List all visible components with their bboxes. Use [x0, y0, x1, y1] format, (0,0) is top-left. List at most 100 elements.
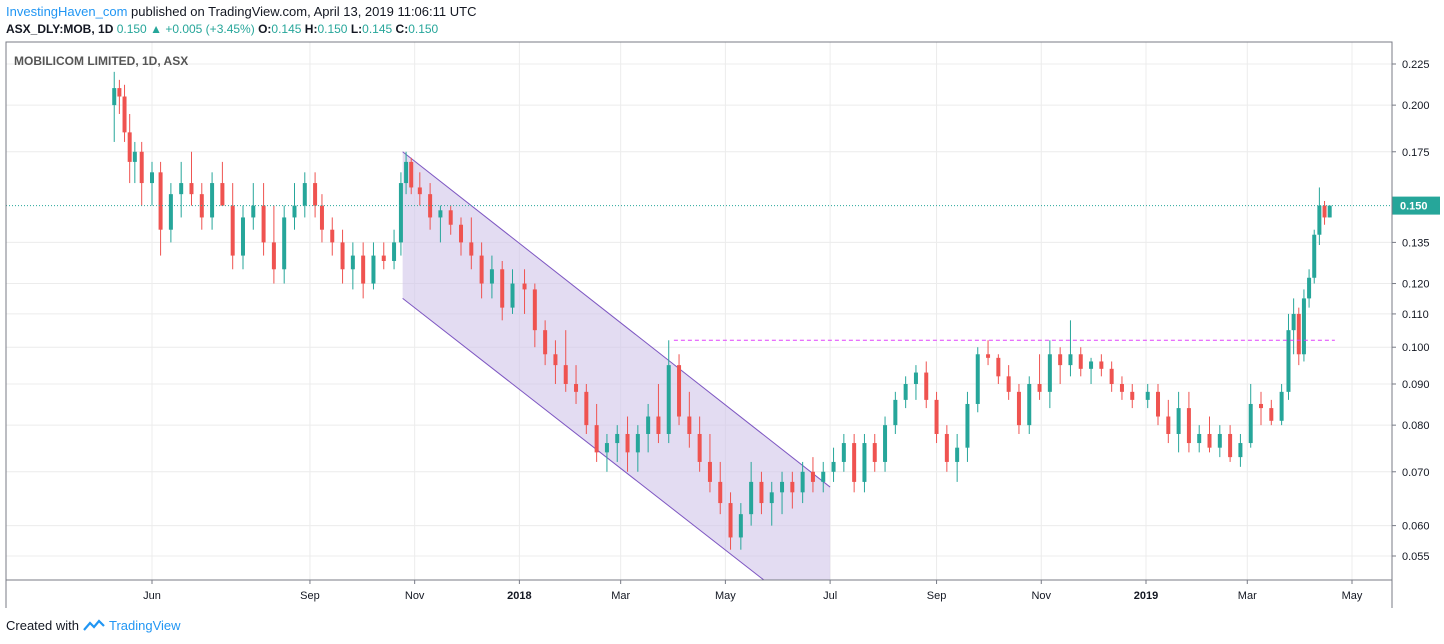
candle: [574, 365, 579, 404]
candle: [1317, 187, 1322, 245]
candle-body: [594, 425, 599, 453]
candle: [199, 183, 204, 230]
candle: [635, 425, 640, 472]
candle-body: [656, 416, 661, 434]
candle-body: [230, 205, 235, 256]
candle: [409, 157, 414, 195]
candle-body: [1089, 361, 1094, 369]
candle-body: [117, 88, 122, 97]
candle: [1301, 289, 1306, 362]
candle-body: [1037, 384, 1042, 392]
candle: [210, 172, 215, 230]
candle: [841, 433, 846, 472]
candle: [759, 471, 764, 515]
candle-body: [417, 187, 422, 195]
candle-body: [438, 210, 443, 218]
candle: [1217, 425, 1222, 458]
candle-body: [944, 433, 949, 462]
y-tick-label: 0.060: [1402, 521, 1430, 533]
x-tick-label: Jul: [823, 590, 837, 602]
candle: [150, 161, 154, 206]
candle-body: [769, 492, 774, 504]
candle-body: [924, 372, 929, 400]
candle-body: [1166, 416, 1171, 434]
candle-body: [1109, 368, 1114, 385]
candle: [913, 365, 918, 400]
candle: [965, 391, 970, 462]
candle: [790, 471, 795, 509]
candle-body: [872, 443, 877, 462]
candle: [677, 354, 682, 426]
candle-body: [1217, 433, 1222, 448]
candle-body: [749, 481, 754, 515]
candle-body: [350, 255, 355, 270]
candle-body: [261, 205, 266, 243]
candle: [522, 269, 527, 314]
close-value: 0.150: [408, 22, 439, 36]
candle-body: [625, 433, 630, 453]
candle-body: [1099, 361, 1104, 369]
chart-title: MOBILICOM LIMITED, 1D, ASX: [14, 54, 188, 68]
candle-body: [1279, 391, 1284, 421]
candle-body: [718, 481, 723, 504]
x-tick-label: 2018: [507, 590, 531, 602]
candle: [438, 205, 443, 243]
candle-body: [158, 172, 163, 230]
candle: [1269, 399, 1274, 426]
footer: Created with TradingView: [6, 618, 181, 633]
candle: [319, 194, 324, 243]
candle: [240, 205, 245, 270]
candle-body: [666, 365, 671, 434]
y-tick-label: 0.100: [1402, 342, 1430, 354]
candle-body: [841, 443, 846, 462]
candle-body: [1145, 391, 1150, 400]
candle-body: [913, 372, 918, 385]
candle-body: [574, 384, 579, 392]
candle: [428, 183, 433, 230]
publish-info: InvestingHaven_com published on TradingV…: [6, 4, 476, 19]
candle: [371, 242, 376, 290]
low-label: L:: [350, 22, 363, 36]
candle-body: [404, 161, 409, 184]
tradingview-logo-icon: [83, 618, 105, 631]
candle-body: [168, 194, 173, 230]
author-link[interactable]: InvestingHaven_com: [6, 4, 128, 19]
candle: [1322, 200, 1327, 225]
candle-body: [510, 283, 515, 308]
candle-body: [1248, 403, 1253, 444]
candle-body: [469, 242, 474, 256]
candle: [955, 433, 960, 482]
candle: [469, 217, 474, 270]
candle-body: [1058, 354, 1063, 366]
candle-body: [330, 229, 335, 243]
candle-body: [428, 194, 433, 218]
candle: [553, 340, 558, 385]
candle-body: [759, 481, 764, 504]
candle: [1259, 391, 1264, 426]
channel-lower-line: [402, 298, 765, 581]
candle: [271, 205, 276, 284]
candle: [656, 384, 661, 444]
candle-body: [677, 365, 682, 417]
high-value: 0.150: [317, 22, 348, 36]
candle: [893, 391, 898, 434]
candle: [251, 183, 256, 230]
candle-body: [615, 433, 620, 444]
change-value: +0.005 (+3.45%): [165, 22, 255, 36]
low-value: 0.145: [362, 22, 393, 36]
candle-body: [313, 183, 318, 206]
x-tick-label: Jun: [143, 590, 161, 602]
candle: [1207, 416, 1212, 453]
candle: [563, 330, 568, 392]
candle: [831, 447, 836, 482]
y-tick-label: 0.070: [1402, 467, 1430, 479]
candle: [862, 433, 867, 493]
candle-body: [132, 151, 137, 162]
candle: [594, 403, 599, 462]
candle: [489, 255, 494, 299]
close-label: C:: [395, 22, 409, 36]
candle: [924, 361, 929, 409]
candle: [604, 433, 609, 472]
tradingview-brand[interactable]: TradingView: [108, 618, 181, 633]
